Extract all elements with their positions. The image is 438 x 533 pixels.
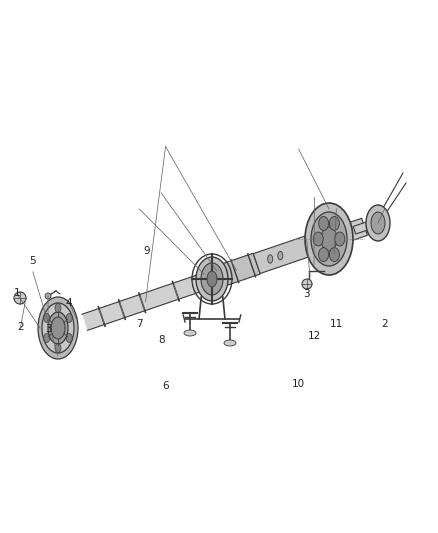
Text: 1: 1 (13, 288, 20, 298)
Text: 8: 8 (158, 335, 165, 345)
Ellipse shape (224, 340, 236, 346)
Polygon shape (82, 272, 212, 330)
Ellipse shape (201, 263, 223, 295)
Text: 2: 2 (381, 319, 388, 329)
Ellipse shape (51, 317, 65, 339)
Text: 5: 5 (29, 256, 36, 266)
Text: 9: 9 (143, 246, 150, 255)
Ellipse shape (44, 313, 50, 322)
Ellipse shape (278, 252, 283, 260)
Ellipse shape (184, 330, 196, 336)
Ellipse shape (207, 271, 217, 287)
Ellipse shape (335, 232, 345, 246)
Text: 11: 11 (330, 319, 343, 329)
Ellipse shape (313, 232, 323, 246)
Ellipse shape (268, 255, 273, 263)
Ellipse shape (48, 312, 68, 344)
Ellipse shape (318, 216, 328, 230)
Polygon shape (314, 219, 367, 252)
Text: 3: 3 (303, 289, 310, 299)
Text: 10: 10 (292, 379, 305, 389)
Text: 7: 7 (136, 319, 143, 329)
Ellipse shape (329, 216, 339, 230)
Polygon shape (206, 253, 260, 290)
Ellipse shape (366, 205, 390, 241)
Ellipse shape (44, 334, 50, 343)
Ellipse shape (55, 303, 61, 312)
Text: 2: 2 (17, 322, 24, 332)
Ellipse shape (66, 334, 72, 343)
Ellipse shape (66, 313, 72, 322)
Ellipse shape (14, 292, 26, 304)
Polygon shape (353, 217, 383, 234)
Ellipse shape (371, 212, 385, 234)
Text: 6: 6 (162, 382, 169, 391)
Ellipse shape (196, 257, 228, 301)
Ellipse shape (321, 227, 337, 251)
Ellipse shape (311, 212, 347, 266)
Ellipse shape (42, 303, 74, 353)
Ellipse shape (329, 248, 339, 262)
Text: 12: 12 (308, 331, 321, 341)
Ellipse shape (305, 203, 353, 275)
Polygon shape (253, 233, 321, 273)
Text: 3: 3 (45, 325, 52, 334)
Text: 4: 4 (66, 298, 73, 308)
Ellipse shape (45, 293, 51, 299)
Ellipse shape (302, 279, 312, 289)
Ellipse shape (318, 248, 328, 262)
Ellipse shape (55, 343, 61, 352)
Ellipse shape (38, 297, 78, 359)
